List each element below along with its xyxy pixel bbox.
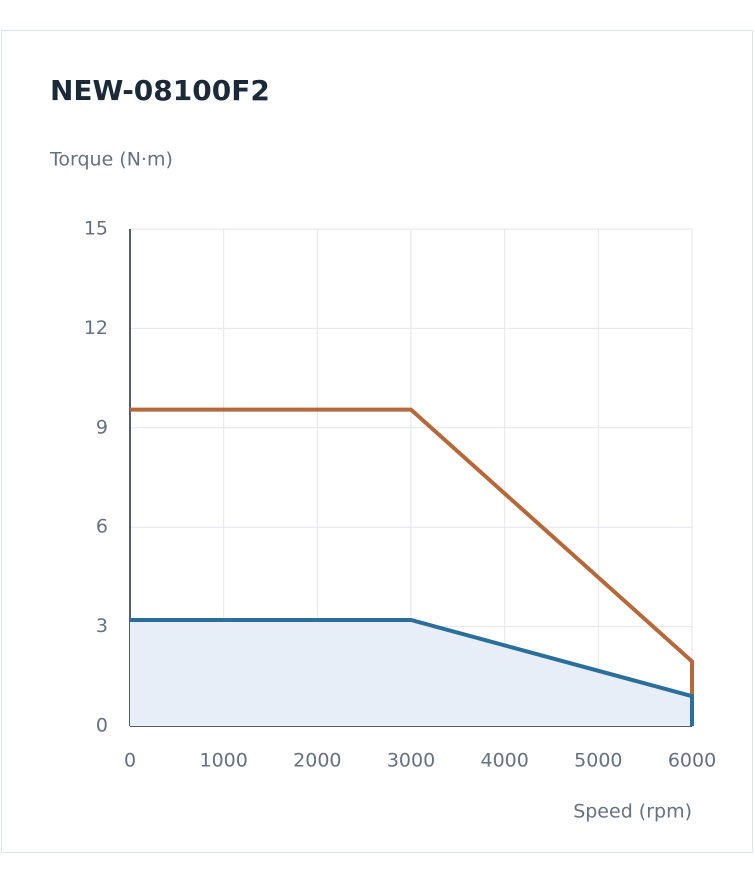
x-tick-label: 1000 bbox=[199, 750, 247, 772]
x-tick-label: 4000 bbox=[480, 750, 528, 772]
y-tick-label: 9 bbox=[96, 416, 108, 438]
y-tick-label: 3 bbox=[96, 615, 108, 637]
y-tick-label: 15 bbox=[84, 218, 108, 240]
y-tick-label: 0 bbox=[96, 715, 108, 737]
x-tick-label: 6000 bbox=[668, 750, 716, 772]
x-tick-label: 5000 bbox=[574, 750, 622, 772]
x-tick-label: 3000 bbox=[387, 750, 435, 772]
y-tick-label: 6 bbox=[96, 516, 108, 538]
line bbox=[130, 617, 694, 726]
y-axis-label: Torque (N·m) bbox=[49, 149, 173, 171]
x-tick-label: 0 bbox=[124, 750, 136, 772]
line bbox=[130, 407, 694, 726]
y-tick-label: 12 bbox=[84, 317, 108, 339]
chart-title: NEW-08100F2 bbox=[50, 74, 270, 107]
x-axis-label: Speed (rpm) bbox=[573, 801, 692, 823]
area bbox=[130, 619, 692, 726]
x-tick-label: 2000 bbox=[293, 750, 341, 772]
